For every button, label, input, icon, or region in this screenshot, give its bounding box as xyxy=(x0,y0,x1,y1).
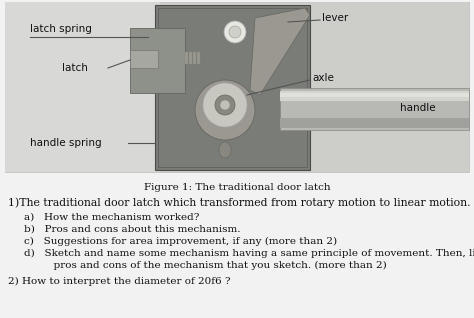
Text: handle: handle xyxy=(400,103,436,113)
Bar xyxy=(189,52,192,64)
Text: 1)The traditional door latch which transformed from rotary motion to linear moti: 1)The traditional door latch which trans… xyxy=(8,197,471,208)
Bar xyxy=(197,52,200,64)
Text: 2) How to interpret the diameter of 20f6 ?: 2) How to interpret the diameter of 20f6… xyxy=(8,277,230,286)
Bar xyxy=(185,52,188,64)
Circle shape xyxy=(215,95,235,115)
Text: axle: axle xyxy=(312,73,334,83)
Bar xyxy=(280,88,469,130)
Bar xyxy=(155,5,310,170)
Text: latch spring: latch spring xyxy=(30,24,92,34)
Circle shape xyxy=(203,83,247,127)
Polygon shape xyxy=(250,8,310,95)
Bar xyxy=(280,91,469,101)
Bar xyxy=(5,2,160,172)
Circle shape xyxy=(220,100,230,110)
Bar xyxy=(280,118,469,128)
Bar xyxy=(193,52,196,64)
Text: pros and cons of the mechanism that you sketch. (more than 2): pros and cons of the mechanism that you … xyxy=(34,261,387,270)
Text: lever: lever xyxy=(322,13,348,23)
Text: handle spring: handle spring xyxy=(30,138,101,148)
Text: a)   How the mechanism worked?: a) How the mechanism worked? xyxy=(24,213,200,222)
Text: Figure 1: The traditional door latch: Figure 1: The traditional door latch xyxy=(144,183,330,192)
Bar xyxy=(5,2,469,172)
Text: latch: latch xyxy=(62,63,88,73)
Bar xyxy=(130,28,185,93)
Bar xyxy=(130,50,158,68)
Ellipse shape xyxy=(219,142,231,158)
Ellipse shape xyxy=(229,26,241,38)
Text: b)   Pros and cons about this mechanism.: b) Pros and cons about this mechanism. xyxy=(24,225,240,234)
Bar xyxy=(280,93,469,97)
Ellipse shape xyxy=(224,21,246,43)
Bar xyxy=(158,8,307,167)
Circle shape xyxy=(195,80,255,140)
Text: d)   Sketch and name some mechanism having a same principle of movement. Then, l: d) Sketch and name some mechanism having… xyxy=(24,249,474,258)
Bar xyxy=(310,2,469,172)
Text: c)   Suggestions for area improvement, if any (more than 2): c) Suggestions for area improvement, if … xyxy=(24,237,337,246)
